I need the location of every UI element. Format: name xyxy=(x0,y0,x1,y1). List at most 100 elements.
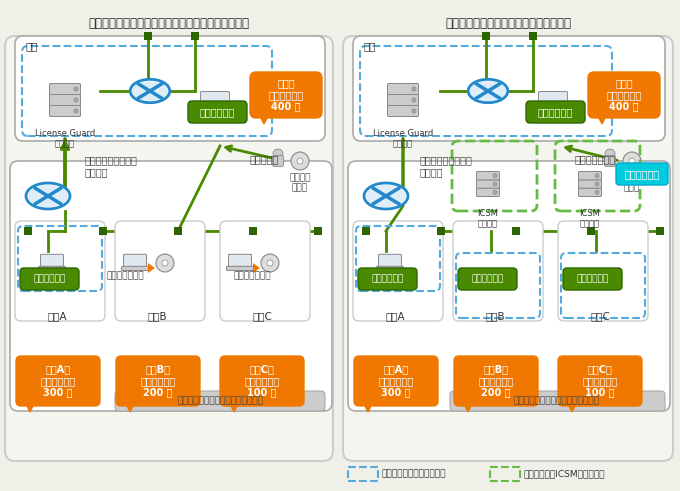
Circle shape xyxy=(493,174,497,178)
Text: 拠点C: 拠点C xyxy=(252,311,272,321)
Text: 従来の運用イメージ（手動収集と自動収集が混在）: 従来の運用イメージ（手動収集と自動収集が混在） xyxy=(88,17,250,29)
FancyBboxPatch shape xyxy=(250,72,322,118)
FancyBboxPatch shape xyxy=(5,36,333,461)
Text: エージェント: エージェント xyxy=(371,274,404,283)
FancyBboxPatch shape xyxy=(16,356,100,406)
FancyBboxPatch shape xyxy=(539,91,568,107)
Text: 本部の
クライアント
400 台: 本部の クライアント 400 台 xyxy=(269,79,304,111)
Polygon shape xyxy=(260,116,268,124)
Text: 拠点Aの
クライアント
300 台: 拠点Aの クライアント 300 台 xyxy=(378,364,413,398)
FancyBboxPatch shape xyxy=(353,221,443,321)
Polygon shape xyxy=(364,404,372,412)
Text: エージェント: エージェント xyxy=(471,274,504,283)
Circle shape xyxy=(261,254,279,272)
FancyBboxPatch shape xyxy=(537,107,570,111)
Text: マシン登録: マシン登録 xyxy=(250,154,279,164)
Text: 拠点Bの
クライアント
200 台: 拠点Bの クライアント 200 台 xyxy=(140,364,175,398)
FancyBboxPatch shape xyxy=(388,94,418,106)
Text: メディアコピー: メディアコピー xyxy=(106,272,143,280)
Circle shape xyxy=(162,260,168,266)
FancyBboxPatch shape xyxy=(388,83,418,94)
FancyBboxPatch shape xyxy=(115,221,205,321)
FancyBboxPatch shape xyxy=(249,227,257,235)
Circle shape xyxy=(412,87,416,91)
FancyBboxPatch shape xyxy=(588,72,660,118)
FancyBboxPatch shape xyxy=(358,268,417,290)
FancyBboxPatch shape xyxy=(116,356,200,406)
Text: エージェントにより
自動収集: エージェントにより 自動収集 xyxy=(85,155,138,177)
FancyBboxPatch shape xyxy=(220,221,310,321)
Ellipse shape xyxy=(470,81,506,101)
Text: 拠点B: 拠点B xyxy=(147,311,167,321)
Polygon shape xyxy=(598,116,606,124)
Circle shape xyxy=(595,182,599,186)
Text: マシン一括登録: マシン一括登録 xyxy=(575,154,616,164)
Text: 拠点A: 拠点A xyxy=(47,311,67,321)
Text: 購入が必要なICSMオプション: 購入が必要なICSMオプション xyxy=(524,469,605,479)
FancyBboxPatch shape xyxy=(458,268,517,290)
Text: ネットワーク接続されていない拠点: ネットワーク接続されていない拠点 xyxy=(177,397,263,406)
FancyBboxPatch shape xyxy=(353,36,665,141)
Ellipse shape xyxy=(364,183,408,209)
FancyBboxPatch shape xyxy=(388,106,418,116)
FancyBboxPatch shape xyxy=(453,221,543,321)
FancyBboxPatch shape xyxy=(379,254,401,267)
FancyBboxPatch shape xyxy=(50,106,80,116)
Ellipse shape xyxy=(469,80,508,103)
FancyBboxPatch shape xyxy=(124,254,146,267)
FancyBboxPatch shape xyxy=(526,101,585,123)
Circle shape xyxy=(629,158,635,164)
Text: 拠点Bの
クライアント
200 台: 拠点Bの クライアント 200 台 xyxy=(478,364,513,398)
Text: エージェント: エージェント xyxy=(577,274,609,283)
FancyBboxPatch shape xyxy=(50,83,80,94)
FancyBboxPatch shape xyxy=(228,254,252,267)
FancyBboxPatch shape xyxy=(191,32,199,40)
FancyBboxPatch shape xyxy=(199,107,231,111)
Circle shape xyxy=(74,87,78,91)
FancyBboxPatch shape xyxy=(477,188,500,196)
FancyBboxPatch shape xyxy=(273,156,284,166)
FancyBboxPatch shape xyxy=(512,227,520,235)
Polygon shape xyxy=(148,263,155,273)
FancyBboxPatch shape xyxy=(99,227,107,235)
Text: エージェント: エージェント xyxy=(33,274,66,283)
FancyBboxPatch shape xyxy=(50,94,80,106)
Circle shape xyxy=(605,149,615,159)
FancyBboxPatch shape xyxy=(377,266,403,271)
FancyBboxPatch shape xyxy=(188,101,247,123)
FancyBboxPatch shape xyxy=(437,227,445,235)
Circle shape xyxy=(623,152,641,170)
FancyBboxPatch shape xyxy=(477,171,500,180)
FancyBboxPatch shape xyxy=(201,91,230,107)
Circle shape xyxy=(291,152,309,170)
Text: エージェント: エージェント xyxy=(538,107,573,117)
FancyBboxPatch shape xyxy=(15,36,325,141)
FancyBboxPatch shape xyxy=(558,356,642,406)
FancyBboxPatch shape xyxy=(144,32,152,40)
FancyBboxPatch shape xyxy=(39,266,65,271)
Text: 新オプション: 新オプション xyxy=(624,169,660,179)
Text: 拠点Cの
クライアント
100 台: 拠点Cの クライアント 100 台 xyxy=(244,364,279,398)
Circle shape xyxy=(493,182,497,186)
FancyBboxPatch shape xyxy=(15,221,105,321)
FancyBboxPatch shape xyxy=(529,32,537,40)
Text: 本部の
クライアント
400 台: 本部の クライアント 400 台 xyxy=(607,79,642,111)
Ellipse shape xyxy=(28,185,68,207)
FancyBboxPatch shape xyxy=(220,356,304,406)
Circle shape xyxy=(412,98,416,102)
Text: 拠点Cの
クライアント
100 台: 拠点Cの クライアント 100 台 xyxy=(582,364,617,398)
Ellipse shape xyxy=(26,183,70,209)
Circle shape xyxy=(267,260,273,266)
Polygon shape xyxy=(253,263,260,273)
FancyBboxPatch shape xyxy=(605,156,615,166)
Ellipse shape xyxy=(130,80,170,103)
Text: 拠点A: 拠点A xyxy=(385,311,405,321)
FancyBboxPatch shape xyxy=(656,227,664,235)
Polygon shape xyxy=(126,404,134,412)
Circle shape xyxy=(493,191,497,194)
Ellipse shape xyxy=(132,81,168,101)
FancyBboxPatch shape xyxy=(450,391,665,411)
Text: ICSM
サーバー: ICSM サーバー xyxy=(579,209,600,228)
Polygon shape xyxy=(26,404,34,412)
FancyBboxPatch shape xyxy=(41,254,63,267)
